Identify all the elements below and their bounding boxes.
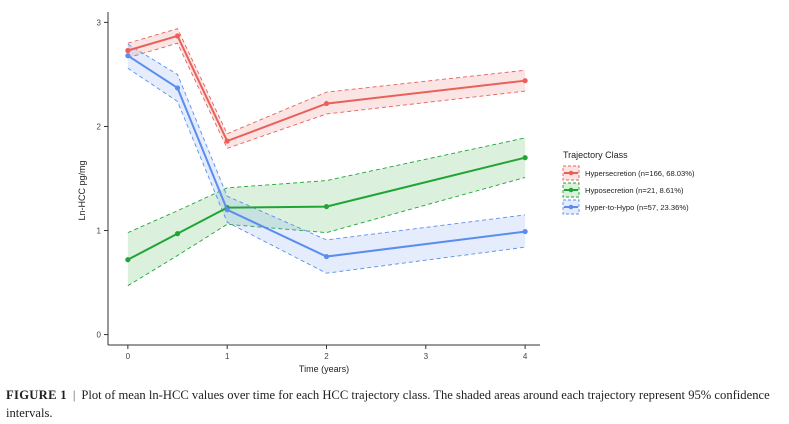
y-tick-label: 1 (97, 227, 102, 236)
figure: 0 1 2 3 0 1 2 3 4 Time (years) Ln-HCC pg/mg Traject… (77, 12, 695, 374)
data-point-series-2 (174, 231, 181, 237)
data-point-series-3 (125, 53, 131, 59)
y-tick-label: 3 (97, 18, 102, 27)
line-chart: 0 1 2 3 0 1 2 3 4 Time (years) Ln-HCC pg/mg Traject… (77, 12, 695, 374)
figure-label: FIGURE 1 (6, 388, 67, 402)
y-axis-label: Ln-HCC pg/mg (77, 160, 87, 220)
data-point-series-3 (323, 253, 330, 260)
figure-caption: FIGURE 1 | Plot of mean ln-HCC values over… (6, 386, 786, 422)
data-point-series-2 (522, 155, 528, 161)
caption-text: Plot of mean ln-HCC values over time for… (6, 388, 770, 420)
legend-key-point-1 (568, 170, 574, 176)
ci-band-series-3 (127, 44, 526, 274)
x-tick-label: 1 (225, 352, 230, 361)
legend-label-2: Hyposecretion (n=21, 8.61%) (585, 186, 684, 195)
data-point-series-2 (125, 257, 131, 263)
data-point-series-3 (522, 228, 528, 235)
ci-upper-line-series-3 (127, 43, 526, 241)
legend-title: Trajectory Class (563, 150, 628, 160)
legend-key-point-2 (568, 187, 574, 193)
x-tick-label: 4 (523, 352, 528, 361)
ci-lower-line-series-2 (127, 177, 526, 287)
legend-label-3: Hyper-to-Hypo (n=57, 23.36%) (585, 203, 689, 212)
legend-key-point-3 (568, 204, 574, 210)
ci-upper-line-series-2 (127, 137, 526, 234)
caption-separator: | (72, 388, 76, 402)
data-point-series-1 (174, 33, 181, 39)
data-point-series-3 (174, 85, 181, 91)
x-axis-label: Time (years) (299, 364, 349, 374)
data-point-series-2 (323, 203, 330, 210)
y-tick-label: 0 (97, 331, 102, 340)
data-point-series-1 (323, 100, 330, 107)
ci-band-series-1 (127, 28, 526, 149)
x-tick-label: 0 (126, 352, 131, 361)
data-point-series-1 (224, 138, 230, 144)
x-tick-label: 3 (424, 352, 429, 361)
legend-label-1: Hypersecretion (n=166, 68.03%) (585, 169, 695, 178)
ci-lower-line-series-1 (127, 42, 526, 149)
ci-lower-line-series-3 (127, 67, 526, 274)
data-point-series-1 (522, 78, 528, 84)
data-point-series-3 (224, 207, 230, 213)
y-tick-label: 2 (97, 122, 102, 131)
ci-band-series-2 (127, 137, 526, 286)
data-point-series-1 (125, 47, 131, 54)
x-tick-label: 2 (324, 352, 329, 361)
